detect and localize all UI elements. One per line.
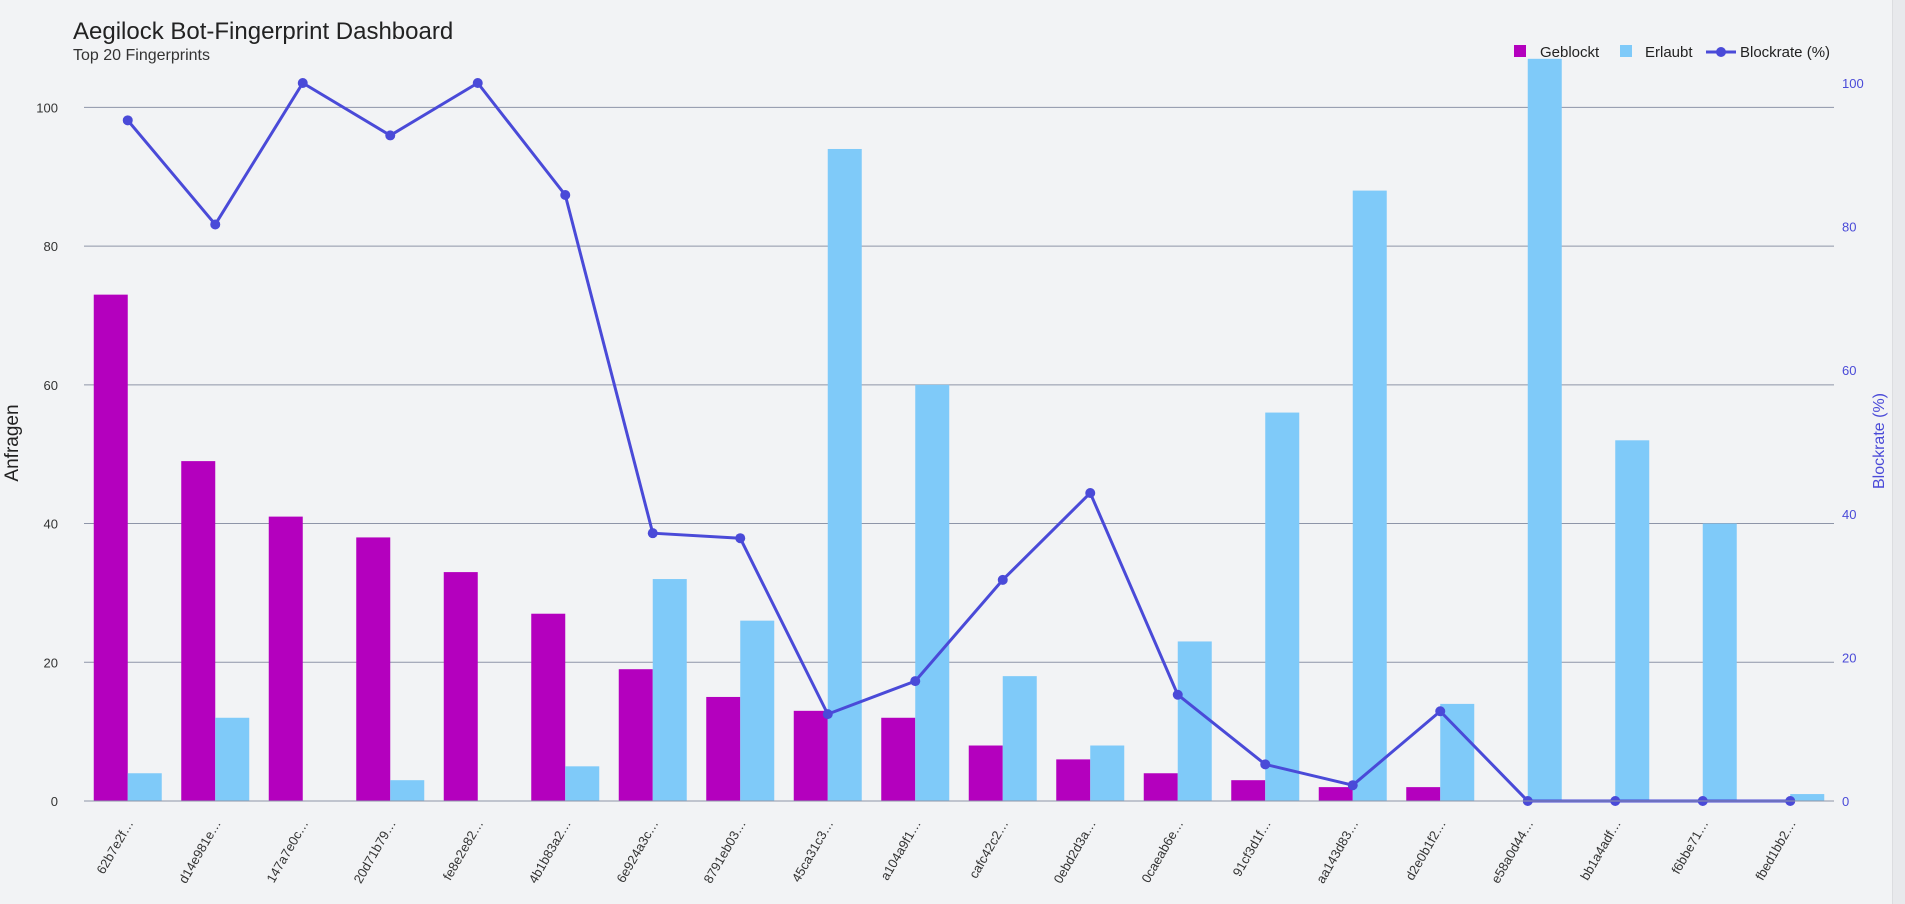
scrollbar[interactable] [1892,0,1905,904]
legend-swatch-geblockt [1514,45,1526,57]
bar-erlaubt [1002,676,1037,801]
x-tick-label: 6e924a3c… [613,817,661,885]
y-tick-label: 80 [44,239,58,254]
bar-series [93,58,1825,802]
bar-geblockt [1143,773,1178,801]
x-tick-label: cafc42c2… [966,817,1012,881]
bar-geblockt [1056,759,1091,801]
x-tick-label: 91cf3d1f… [1229,817,1273,879]
blockrate-point [385,130,396,141]
x-tick-label: fe8e2e82… [440,817,487,883]
blockrate-point [122,115,133,126]
x-tick-label: aa143d83… [1313,817,1361,886]
bar-erlaubt [1527,58,1562,802]
y2-tick-label: 100 [1842,76,1864,91]
x-tick-label: f6bbe71… [1668,817,1711,876]
bar-geblockt [268,516,303,801]
bar-geblockt [1231,780,1266,801]
bar-erlaubt [740,620,775,801]
bar-erlaubt [1265,412,1300,801]
bar-geblockt [618,669,653,801]
bar-erlaubt [652,579,687,801]
bar-geblockt [793,710,828,801]
blockrate-point [560,190,571,201]
blockrate-point [210,219,221,230]
bar-geblockt [443,572,478,801]
bar-erlaubt [1702,523,1737,801]
blockrate-point [472,78,483,88]
x-tick-label: 8791eb03… [700,817,748,886]
bar-erlaubt [1790,794,1825,801]
x-tick-label: 4b1b83a2… [525,817,573,886]
blockrate-point [297,78,308,88]
x-tick-label: 20d71b79… [350,817,398,886]
bar-erlaubt [127,773,162,801]
blockrate-point [1172,689,1183,700]
legend-label-blockrate: Blockrate (%) [1740,44,1830,61]
bar-geblockt [531,613,566,801]
x-tick-label: d2e0b1f2… [1402,817,1449,883]
y-tick-label: 40 [44,517,58,532]
blockrate-polyline [126,81,1791,803]
blockrate-point [647,528,658,539]
blockrate-point [910,676,921,687]
x-tick-label: a104a9f1… [877,817,924,883]
bar-erlaubt [1090,745,1125,801]
bar-geblockt [1406,787,1441,801]
chart-subtitle: Top 20 Fingerprints [73,47,210,64]
bar-erlaubt [1440,703,1475,801]
chart-title: Aegilock Bot-Fingerprint Dashboard [73,18,454,45]
x-tick-label: fbed1bb2… [1752,817,1799,883]
blockrate-point [1085,487,1096,498]
y2-tick-label: 20 [1842,650,1856,665]
x-tick-label: 0caeab6e… [1138,817,1186,885]
x-tick-label: 62b7e2f… [93,817,136,876]
bar-geblockt [93,294,128,801]
bar-erlaubt [827,148,862,801]
bar-geblockt [968,745,1003,801]
bar-geblockt [1318,787,1353,801]
x-tick-label: d14e981e… [175,817,223,886]
bar-erlaubt [390,780,425,801]
gridlines [84,106,1834,663]
bar-erlaubt [1615,440,1650,801]
legend-label-geblockt: Geblockt [1540,44,1600,61]
blockrate-point [735,533,746,544]
bar-geblockt [181,461,216,801]
blockrate-point [997,574,1008,585]
y-tick-label: 0 [51,794,58,809]
x-tick-label: 147a7e0c… [263,817,311,885]
blockrate-point [822,709,833,720]
y2-axis-title: Blockrate (%) [1871,393,1888,489]
bar-geblockt [881,717,916,801]
blockrate-point [1260,759,1271,770]
legend-label-erlaubt: Erlaubt [1645,44,1693,61]
y-tick-label: 20 [44,655,58,670]
bar-erlaubt [565,766,600,801]
blockrate-point [1435,706,1446,717]
y2-tick-label: 40 [1842,507,1856,522]
y-axis-title: Anfragen [2,404,23,481]
legend[interactable]: Geblockt Erlaubt Blockrate (%) [1514,44,1830,61]
bar-erlaubt [1177,641,1212,801]
y-tick-label: 100 [36,100,58,115]
y-tick-label: 60 [44,378,58,393]
x-tick-label: 45ca31c3… [789,817,837,885]
bar-erlaubt [1352,190,1387,802]
legend-swatch-erlaubt [1620,45,1632,57]
bar-geblockt [706,696,741,801]
x-tick-label: 0ebd2d3a… [1050,817,1098,886]
y2-tick-label: 0 [1842,794,1849,809]
y2-tick-label: 80 [1842,220,1856,235]
x-tick-label: e58a0d44… [1488,817,1536,886]
bar-erlaubt [915,384,950,801]
legend-marker-blockrate [1716,47,1726,57]
bar-erlaubt [215,717,250,801]
x-tick-label: bb1a4adf… [1577,817,1624,883]
y2-tick-label: 60 [1842,363,1856,378]
bar-geblockt [356,537,391,801]
blockrate-point [1347,780,1358,791]
